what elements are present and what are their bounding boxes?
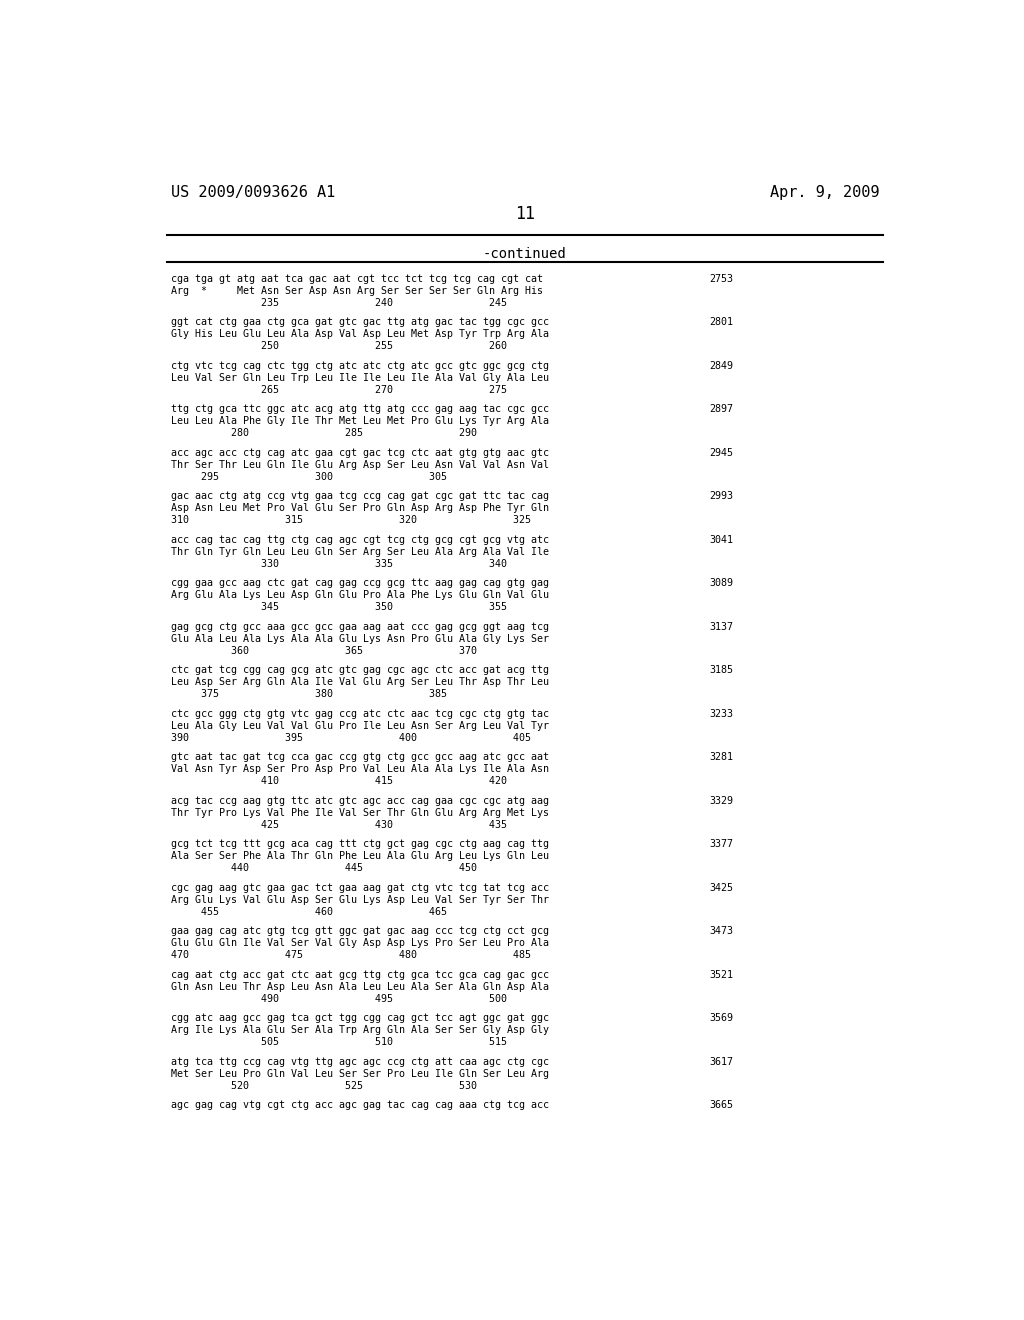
Text: 425                430                435: 425 430 435 xyxy=(171,820,507,830)
Text: 390                395                400                405: 390 395 400 405 xyxy=(171,733,530,743)
Text: Gly His Leu Glu Leu Ala Asp Val Asp Leu Met Asp Tyr Trp Arg Ala: Gly His Leu Glu Leu Ala Asp Val Asp Leu … xyxy=(171,329,549,339)
Text: Ala Ser Ser Phe Ala Thr Gln Phe Leu Ala Glu Arg Leu Lys Gln Leu: Ala Ser Ser Phe Ala Thr Gln Phe Leu Ala … xyxy=(171,851,549,862)
Text: 470                475                480                485: 470 475 480 485 xyxy=(171,950,530,961)
Text: 360                365                370: 360 365 370 xyxy=(171,645,476,656)
Text: 2753: 2753 xyxy=(710,275,733,284)
Text: 3377: 3377 xyxy=(710,840,733,850)
Text: US 2009/0093626 A1: US 2009/0093626 A1 xyxy=(171,185,335,201)
Text: gtc aat tac gat tcg cca gac ccg gtg ctg gcc gcc aag atc gcc aat: gtc aat tac gat tcg cca gac ccg gtg ctg … xyxy=(171,752,549,763)
Text: Thr Tyr Pro Lys Val Phe Ile Val Ser Thr Gln Glu Arg Arg Met Lys: Thr Tyr Pro Lys Val Phe Ile Val Ser Thr … xyxy=(171,808,549,818)
Text: 3281: 3281 xyxy=(710,752,733,763)
Text: ctc gat tcg cgg cag gcg atc gtc gag cgc agc ctc acc gat acg ttg: ctc gat tcg cgg cag gcg atc gtc gag cgc … xyxy=(171,665,549,676)
Text: gaa gag cag atc gtg tcg gtt ggc gat gac aag ccc tcg ctg cct gcg: gaa gag cag atc gtg tcg gtt ggc gat gac … xyxy=(171,927,549,936)
Text: 490                495                500: 490 495 500 xyxy=(171,994,507,1003)
Text: 440                445                450: 440 445 450 xyxy=(171,863,476,874)
Text: 11: 11 xyxy=(515,205,535,223)
Text: acc agc acc ctg cag atc gaa cgt gac tcg ctc aat gtg gtg aac gtc: acc agc acc ctg cag atc gaa cgt gac tcg … xyxy=(171,447,549,458)
Text: 250                255                260: 250 255 260 xyxy=(171,342,507,351)
Text: 3617: 3617 xyxy=(710,1057,733,1067)
Text: Apr. 9, 2009: Apr. 9, 2009 xyxy=(770,185,880,201)
Text: Glu Glu Gln Ile Val Ser Val Gly Asp Asp Lys Pro Ser Leu Pro Ala: Glu Glu Gln Ile Val Ser Val Gly Asp Asp … xyxy=(171,939,549,948)
Text: cgg atc aag gcc gag tca gct tgg cgg cag gct tcc agt ggc gat ggc: cgg atc aag gcc gag tca gct tgg cgg cag … xyxy=(171,1014,549,1023)
Text: gcg tct tcg ttt gcg aca cag ttt ctg gct gag cgc ctg aag cag ttg: gcg tct tcg ttt gcg aca cag ttt ctg gct … xyxy=(171,840,549,850)
Text: 505                510                515: 505 510 515 xyxy=(171,1038,507,1047)
Text: 3665: 3665 xyxy=(710,1101,733,1110)
Text: cga tga gt atg aat tca gac aat cgt tcc tct tcg tcg cag cgt cat: cga tga gt atg aat tca gac aat cgt tcc t… xyxy=(171,275,543,284)
Text: Thr Gln Tyr Gln Leu Leu Gln Ser Arg Ser Leu Ala Arg Ala Val Ile: Thr Gln Tyr Gln Leu Leu Gln Ser Arg Ser … xyxy=(171,546,549,557)
Text: 410                415                420: 410 415 420 xyxy=(171,776,507,787)
Text: 375                380                385: 375 380 385 xyxy=(171,689,446,700)
Text: 3089: 3089 xyxy=(710,578,733,589)
Text: Leu Ala Gly Leu Val Val Glu Pro Ile Leu Asn Ser Arg Leu Val Tyr: Leu Ala Gly Leu Val Val Glu Pro Ile Leu … xyxy=(171,721,549,731)
Text: 310                315                320                325: 310 315 320 325 xyxy=(171,515,530,525)
Text: 2897: 2897 xyxy=(710,404,733,414)
Text: agc gag cag vtg cgt ctg acc agc gag tac cag cag aaa ctg tcg acc: agc gag cag vtg cgt ctg acc agc gag tac … xyxy=(171,1101,549,1110)
Text: 3329: 3329 xyxy=(710,796,733,807)
Text: ggt cat ctg gaa ctg gca gat gtc gac ttg atg gac tac tgg cgc gcc: ggt cat ctg gaa ctg gca gat gtc gac ttg … xyxy=(171,317,549,327)
Text: 3137: 3137 xyxy=(710,622,733,632)
Text: Arg Glu Ala Lys Leu Asp Gln Glu Pro Ala Phe Lys Glu Gln Val Glu: Arg Glu Ala Lys Leu Asp Gln Glu Pro Ala … xyxy=(171,590,549,601)
Text: 2945: 2945 xyxy=(710,447,733,458)
Text: atg tca ttg ccg cag vtg ttg agc agc ccg ctg att caa agc ctg cgc: atg tca ttg ccg cag vtg ttg agc agc ccg … xyxy=(171,1057,549,1067)
Text: cgg gaa gcc aag ctc gat cag gag ccg gcg ttc aag gag cag gtg gag: cgg gaa gcc aag ctc gat cag gag ccg gcg … xyxy=(171,578,549,589)
Text: Gln Asn Leu Thr Asp Leu Asn Ala Leu Leu Ala Ser Ala Gln Asp Ala: Gln Asn Leu Thr Asp Leu Asn Ala Leu Leu … xyxy=(171,982,549,991)
Text: ttg ctg gca ttc ggc atc acg atg ttg atg ccc gag aag tac cgc gcc: ttg ctg gca ttc ggc atc acg atg ttg atg … xyxy=(171,404,549,414)
Text: 3521: 3521 xyxy=(710,970,733,979)
Text: 295                300                305: 295 300 305 xyxy=(171,471,446,482)
Text: gag gcg ctg gcc aaa gcc gcc gaa aag aat ccc gag gcg ggt aag tcg: gag gcg ctg gcc aaa gcc gcc gaa aag aat … xyxy=(171,622,549,632)
Text: 3425: 3425 xyxy=(710,883,733,892)
Text: 2849: 2849 xyxy=(710,360,733,371)
Text: Arg Ile Lys Ala Glu Ser Ala Trp Arg Gln Ala Ser Ser Gly Asp Gly: Arg Ile Lys Ala Glu Ser Ala Trp Arg Gln … xyxy=(171,1026,549,1035)
Text: ctc gcc ggg ctg gtg vtc gag ccg atc ctc aac tcg cgc ctg gtg tac: ctc gcc ggg ctg gtg vtc gag ccg atc ctc … xyxy=(171,709,549,719)
Text: Asp Asn Leu Met Pro Val Glu Ser Pro Gln Asp Arg Asp Phe Tyr Gln: Asp Asn Leu Met Pro Val Glu Ser Pro Gln … xyxy=(171,503,549,513)
Text: 3185: 3185 xyxy=(710,665,733,676)
Text: 455                460                465: 455 460 465 xyxy=(171,907,446,917)
Text: 345                350                355: 345 350 355 xyxy=(171,602,507,612)
Text: 3041: 3041 xyxy=(710,535,733,545)
Text: 520                525                530: 520 525 530 xyxy=(171,1081,476,1090)
Text: Leu Leu Ala Phe Gly Ile Thr Met Leu Met Pro Glu Lys Tyr Arg Ala: Leu Leu Ala Phe Gly Ile Thr Met Leu Met … xyxy=(171,416,549,426)
Text: Glu Ala Leu Ala Lys Ala Ala Glu Lys Asn Pro Glu Ala Gly Lys Ser: Glu Ala Leu Ala Lys Ala Ala Glu Lys Asn … xyxy=(171,634,549,644)
Text: acg tac ccg aag gtg ttc atc gtc agc acc cag gaa cgc cgc atg aag: acg tac ccg aag gtg ttc atc gtc agc acc … xyxy=(171,796,549,807)
Text: Arg Glu Lys Val Glu Asp Ser Glu Lys Asp Leu Val Ser Tyr Ser Thr: Arg Glu Lys Val Glu Asp Ser Glu Lys Asp … xyxy=(171,895,549,906)
Text: 235                240                245: 235 240 245 xyxy=(171,298,507,308)
Text: acc cag tac cag ttg ctg cag agc cgt tcg ctg gcg cgt gcg vtg atc: acc cag tac cag ttg ctg cag agc cgt tcg … xyxy=(171,535,549,545)
Text: Leu Val Ser Gln Leu Trp Leu Ile Ile Leu Ile Ala Val Gly Ala Leu: Leu Val Ser Gln Leu Trp Leu Ile Ile Leu … xyxy=(171,372,549,383)
Text: Thr Ser Thr Leu Gln Ile Glu Arg Asp Ser Leu Asn Val Val Asn Val: Thr Ser Thr Leu Gln Ile Glu Arg Asp Ser … xyxy=(171,459,549,470)
Text: cag aat ctg acc gat ctc aat gcg ttg ctg gca tcc gca cag gac gcc: cag aat ctg acc gat ctc aat gcg ttg ctg … xyxy=(171,970,549,979)
Text: 330                335                340: 330 335 340 xyxy=(171,558,507,569)
Text: 2801: 2801 xyxy=(710,317,733,327)
Text: cgc gag aag gtc gaa gac tct gaa aag gat ctg vtc tcg tat tcg acc: cgc gag aag gtc gaa gac tct gaa aag gat … xyxy=(171,883,549,892)
Text: Arg  *     Met Asn Ser Asp Asn Arg Ser Ser Ser Ser Gln Arg His: Arg * Met Asn Ser Asp Asn Arg Ser Ser Se… xyxy=(171,286,543,296)
Text: 3473: 3473 xyxy=(710,927,733,936)
Text: 3569: 3569 xyxy=(710,1014,733,1023)
Text: 2993: 2993 xyxy=(710,491,733,502)
Text: Leu Asp Ser Arg Gln Ala Ile Val Glu Arg Ser Leu Thr Asp Thr Leu: Leu Asp Ser Arg Gln Ala Ile Val Glu Arg … xyxy=(171,677,549,688)
Text: 280                285                290: 280 285 290 xyxy=(171,428,476,438)
Text: Met Ser Leu Pro Gln Val Leu Ser Ser Pro Leu Ile Gln Ser Leu Arg: Met Ser Leu Pro Gln Val Leu Ser Ser Pro … xyxy=(171,1069,549,1078)
Text: 265                270                275: 265 270 275 xyxy=(171,384,507,395)
Text: -continued: -continued xyxy=(483,247,566,261)
Text: 3233: 3233 xyxy=(710,709,733,719)
Text: Val Asn Tyr Asp Ser Pro Asp Pro Val Leu Ala Ala Lys Ile Ala Asn: Val Asn Tyr Asp Ser Pro Asp Pro Val Leu … xyxy=(171,764,549,775)
Text: ctg vtc tcg cag ctc tgg ctg atc atc ctg atc gcc gtc ggc gcg ctg: ctg vtc tcg cag ctc tgg ctg atc atc ctg … xyxy=(171,360,549,371)
Text: gac aac ctg atg ccg vtg gaa tcg ccg cag gat cgc gat ttc tac cag: gac aac ctg atg ccg vtg gaa tcg ccg cag … xyxy=(171,491,549,502)
